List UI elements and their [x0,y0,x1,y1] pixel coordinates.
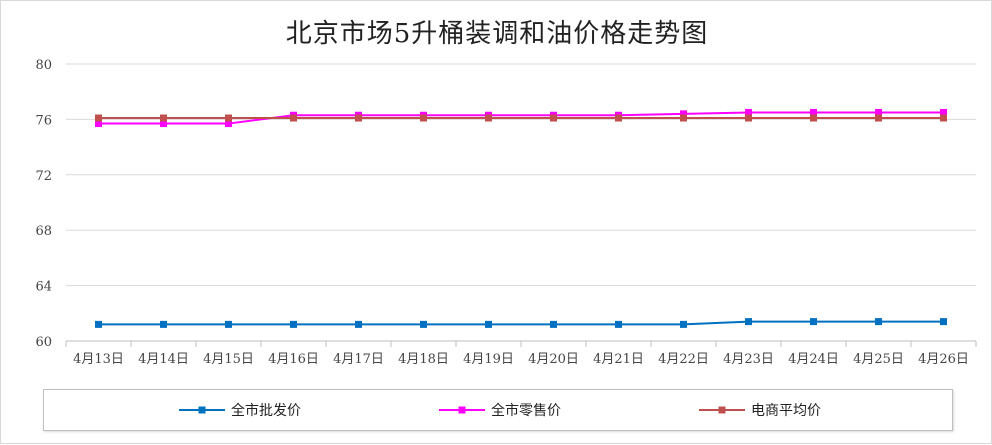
x-tick-label: 4月25日 [853,352,904,367]
legend-label: 电商平均价 [751,403,821,419]
data-point [875,108,882,116]
legend-swatch [179,406,225,414]
data-point [290,114,297,122]
data-point [420,114,427,122]
data-point [615,114,622,122]
y-tick-label: 80 [35,58,52,73]
data-point [745,108,752,116]
series-line-0 [98,320,944,326]
data-point [680,110,687,118]
legend: 全市批发价 全市零售价 电商平均价 [43,389,953,431]
y-tick-label: 68 [35,224,52,239]
data-point [225,120,232,128]
data-point [160,120,167,128]
data-point [550,114,557,122]
x-tick-label: 4月13日 [73,352,124,367]
x-tick-label: 4月15日 [203,352,254,367]
chart-title: 北京市场5升桶装调和油价格走势图 [285,19,709,49]
y-tick-label: 64 [35,280,52,295]
data-point [95,114,102,122]
data-point [225,320,232,328]
x-tick-label: 4月26日 [918,352,969,367]
legend-label: 全市零售价 [491,403,561,419]
legend-item: 电商平均价 [699,400,821,420]
y-tick-label: 76 [35,113,52,128]
data-point [225,114,232,122]
legend-swatch [439,406,485,414]
x-tick-label: 4月21日 [593,352,644,367]
series-line-1 [98,111,944,125]
data-point [160,114,167,122]
data-point [355,114,362,122]
legend-item: 全市批发价 [179,400,301,420]
data-point [95,320,102,328]
y-tick-label: 72 [35,169,52,184]
data-point [485,320,492,328]
data-point [615,320,622,328]
x-tick-label: 4月14日 [138,352,189,367]
data-point [810,114,817,122]
data-point [875,318,882,326]
y-tick-label: 60 [35,335,52,350]
data-point [940,318,947,326]
x-tick-label: 4月23日 [723,352,774,367]
data-point [420,320,427,328]
legend-label: 全市批发价 [231,403,301,419]
x-tick-label: 4月20日 [528,352,579,367]
data-point [95,120,102,128]
x-tick-label: 4月16日 [268,352,319,367]
data-point [940,108,947,116]
data-point [745,318,752,326]
legend-swatch-marker [718,406,726,414]
data-point [745,114,752,122]
data-point [810,318,817,326]
data-point [940,114,947,122]
legend-swatch [699,406,745,414]
legend-swatch-marker [458,406,466,414]
x-tick-label: 4月19日 [463,352,514,367]
x-tick-label: 4月18日 [398,352,449,367]
data-point [160,320,167,328]
legend-swatch-marker [198,406,206,414]
x-tick-label: 4月17日 [333,352,384,367]
x-tick-label: 4月24日 [788,352,839,367]
data-point [680,320,687,328]
legend-item: 全市零售价 [439,400,561,420]
data-point [875,114,882,122]
data-point [485,114,492,122]
x-tick-label: 4月22日 [658,352,709,367]
data-point [680,114,687,122]
data-point [290,320,297,328]
data-point [550,320,557,328]
data-point [355,320,362,328]
data-point [810,108,817,116]
